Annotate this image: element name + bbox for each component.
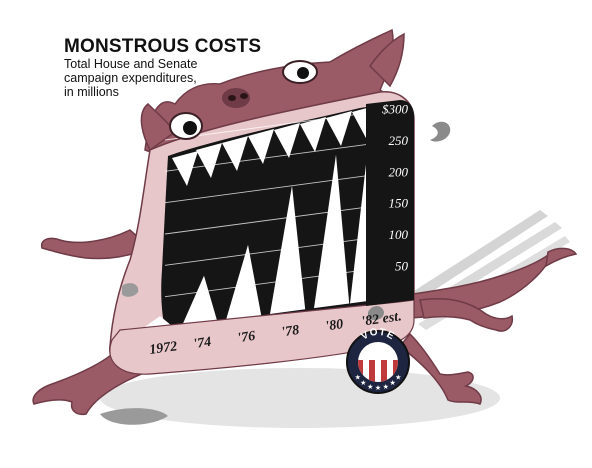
svg-text:★: ★	[383, 383, 389, 391]
chart-subtitle-line-2: campaign expenditures,	[64, 71, 197, 85]
chart-title: MONSTROUS COSTS	[64, 36, 261, 57]
monster-eyes	[169, 60, 318, 140]
y-axis: 50 100 150 200 250 $300	[382, 102, 409, 274]
svg-text:★: ★	[367, 383, 373, 391]
x-tick-label: '76	[236, 329, 256, 346]
y-tick-label: 150	[389, 196, 409, 211]
chart-subtitle-line-1: Total House and Senate	[64, 57, 197, 71]
data-spike-78	[270, 185, 306, 314]
upper-tooth	[196, 143, 222, 178]
drool-drops	[122, 121, 451, 320]
upper-tooth	[274, 123, 300, 158]
monster-left-arm	[40, 229, 152, 260]
y-tick-label: 100	[389, 227, 409, 242]
gridline-2	[164, 202, 399, 235]
vote-badge-stripes	[358, 360, 398, 382]
gridline-3	[164, 171, 399, 204]
vote-badge-center	[358, 342, 398, 382]
data-spike-76	[226, 244, 262, 320]
svg-text:★: ★	[360, 379, 366, 387]
x-tick-label: '74	[192, 335, 212, 352]
chart-subtitle-line-3: in millions	[64, 85, 119, 99]
upper-tooth	[300, 117, 326, 152]
svg-text:★: ★	[355, 374, 361, 382]
vote-badge: ★★★★★★★ VOTE	[346, 327, 410, 394]
monster-right-ear	[369, 32, 405, 88]
monster-tail-tip	[545, 247, 578, 268]
left-pupil	[183, 121, 197, 135]
data-spike-80	[314, 154, 350, 309]
x-tick-label: '80	[324, 317, 344, 334]
upper-tooth	[248, 129, 274, 164]
monster-body	[32, 28, 578, 416]
gridline-5	[164, 108, 399, 141]
x-axis: 1972 '74 '76 '78 '80 '82 est.	[148, 309, 402, 358]
y-axis-strip	[366, 100, 414, 306]
y-tick-label: $300	[382, 102, 409, 117]
vote-badge-stars: ★★★★★★★	[355, 374, 402, 392]
x-tick-label: '82 est.	[360, 309, 402, 329]
monster-right-arm	[419, 298, 514, 332]
data-spike-74	[182, 275, 218, 326]
svg-text:★: ★	[395, 374, 401, 382]
upper-tooth	[326, 111, 352, 146]
monster-right-leg	[398, 332, 482, 405]
svg-text:★: ★	[390, 379, 396, 387]
x-tick-label: 1972	[148, 339, 178, 358]
y-tick-label: 50	[395, 258, 409, 273]
x-tick-label: '78	[280, 323, 300, 340]
y-tick-label: 200	[389, 164, 409, 179]
y-tick-label: 250	[389, 133, 409, 148]
right-pupil	[297, 67, 309, 79]
gridline-4	[164, 139, 399, 172]
upper-tooth	[222, 136, 248, 171]
svg-text:★: ★	[375, 384, 381, 392]
